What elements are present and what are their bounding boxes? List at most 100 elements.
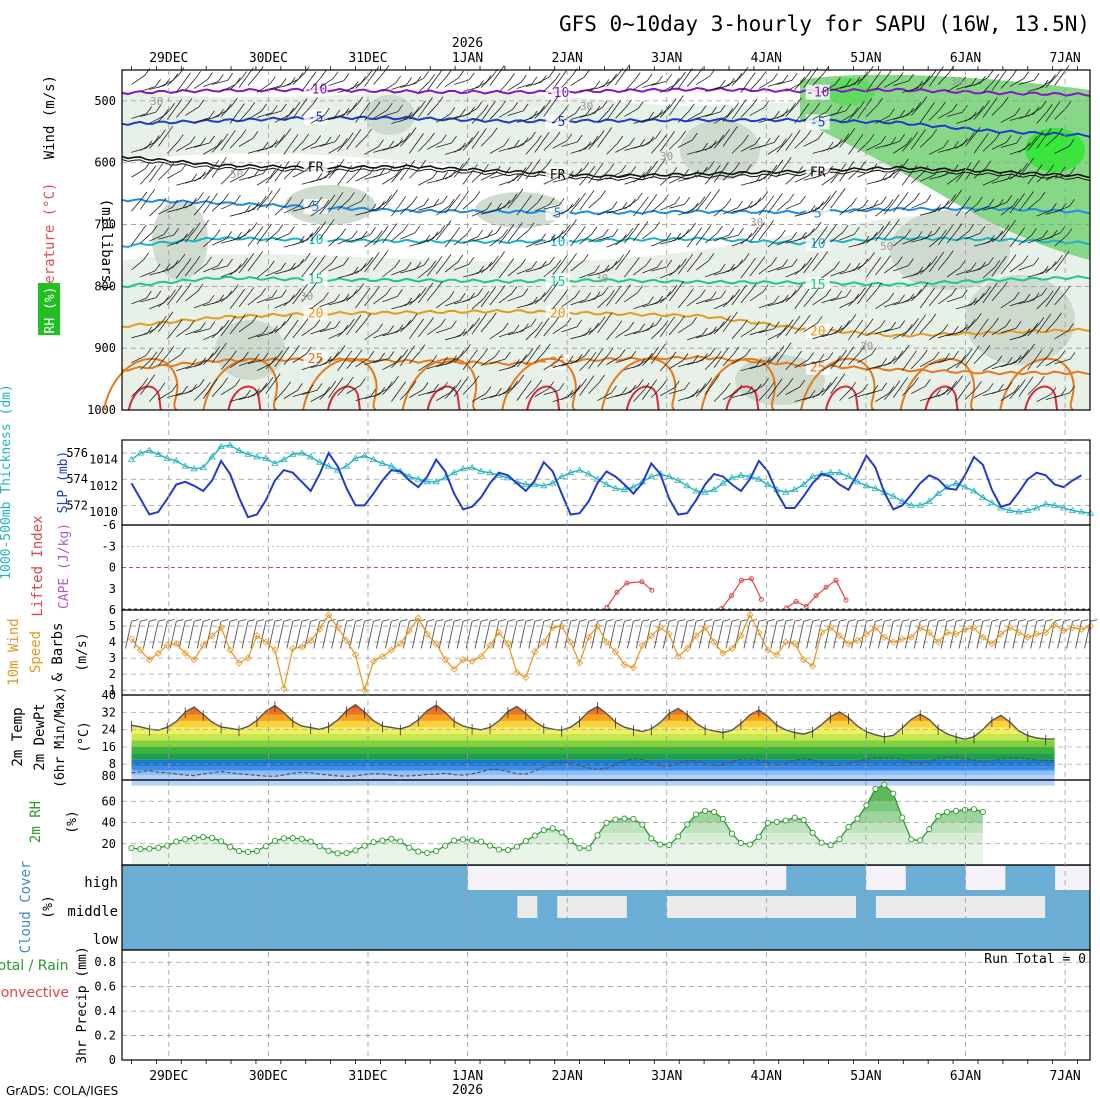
thickness-point [477,467,485,474]
wind-barb [543,389,560,396]
wind-barb [749,229,760,243]
pressure-tick-label: 700 [94,218,116,232]
wind-barb-flag [697,67,704,75]
wind-barb [695,167,710,178]
date-label-top: 5JAN [850,51,881,66]
wind-barb [337,139,349,152]
wind-barb [695,260,710,271]
wind-barb-flag [859,287,866,296]
wind-barb-flag [961,138,968,146]
thickness-point [548,479,557,486]
wind-barb [265,231,279,243]
wind-barb-flag [959,167,966,176]
wind-barb-flag [1038,376,1045,384]
wind-barb [498,387,513,396]
rh-contour-label: 30 [300,290,313,303]
wind10m-barb [1075,621,1082,649]
date-label-top: 30DEC [249,51,288,66]
wind-barb [982,178,998,186]
wind-barb-flag [483,163,489,172]
cloud-middle-gap [537,896,558,918]
wind10m-barb [420,621,428,649]
wind-barb [1009,335,1026,341]
wind-barb [185,329,201,336]
wind-barb [498,80,510,93]
wind-barb [668,137,681,150]
li-point [639,579,645,585]
wind-barb [292,169,308,178]
wind-barb [579,112,596,118]
isotherm-label: -10 [546,86,569,101]
wind-barb-flag [637,379,644,387]
wind-barb [731,141,744,154]
wind-barb [552,111,564,124]
wind10m-barb [510,621,518,649]
wind10m-barb-flag [776,619,784,622]
thickness-point [566,468,575,476]
wind-barb-flag [777,193,783,201]
wind-barb [534,106,547,119]
wind-barb-flag [243,351,249,360]
wind10m-barb [268,621,276,649]
wind-barb-flag [217,74,224,82]
wind-barb-flag [289,226,295,234]
wind-barb [866,104,878,117]
wind10m-barb-flag [229,619,238,622]
wind10m-point [907,633,915,641]
wind-barb-flag [205,381,211,390]
wind-barb-flag [931,256,938,264]
rh-point [334,850,341,857]
wind-barb [1054,72,1065,86]
wind10m-barb [384,621,392,649]
wind-barb-flag [618,254,625,262]
wind10m-point [351,651,360,659]
wind-barb [534,204,550,212]
wind-barb-flag [239,314,246,322]
wind10m-point [1033,630,1041,638]
wind10m-barb [752,621,760,649]
isotherm-label-bg [805,114,830,130]
wind-barb-flag [925,378,931,387]
wind10m-point [468,657,476,665]
wind10m-point [136,646,144,654]
wind-barb-flag [599,316,606,324]
wind-barb-flag [777,159,784,168]
rh-point [890,790,897,797]
wind-barb-flag [961,289,968,298]
wind-barb-flag [392,189,398,198]
wind-barb [319,201,331,215]
cloud-high-gap [1005,866,1056,890]
wind-barb [857,170,873,178]
wind-barb [857,72,869,85]
rh-point [397,838,404,845]
wind-barb [570,385,582,398]
wind10m-barb [788,621,796,649]
wind-barb [301,78,312,92]
wind-barb [480,262,494,274]
wind-barb [902,199,915,211]
wind-barb-flag [706,377,713,386]
wind-barb-flag [437,96,444,104]
wind-barb-flag [816,316,823,324]
wind-barb-flag [1005,135,1012,143]
wind-barb-flag [385,287,392,295]
wind-barb-flag [468,256,475,265]
wind-barb [220,357,232,370]
rh-contour-label: 30 [660,150,673,163]
isotherm-label-bg [545,305,570,321]
isotherm-25-cell [799,357,876,411]
wind-barb-flag [648,296,654,304]
thickness-point [127,455,136,462]
wind-barb [1054,146,1070,154]
wind-barb-flag [522,288,529,296]
cloud-middle-gap [1045,896,1076,918]
wind-barb-flag [764,170,771,179]
wind-barb-flag [548,381,555,389]
wind-barb-flag [575,384,581,392]
wind-barb [642,324,657,333]
wind10m-point [208,632,216,640]
wind-barb-flag [969,318,976,327]
wind-barb [606,393,623,400]
wind-barb [642,228,655,240]
wind-barb-flag [286,197,292,205]
